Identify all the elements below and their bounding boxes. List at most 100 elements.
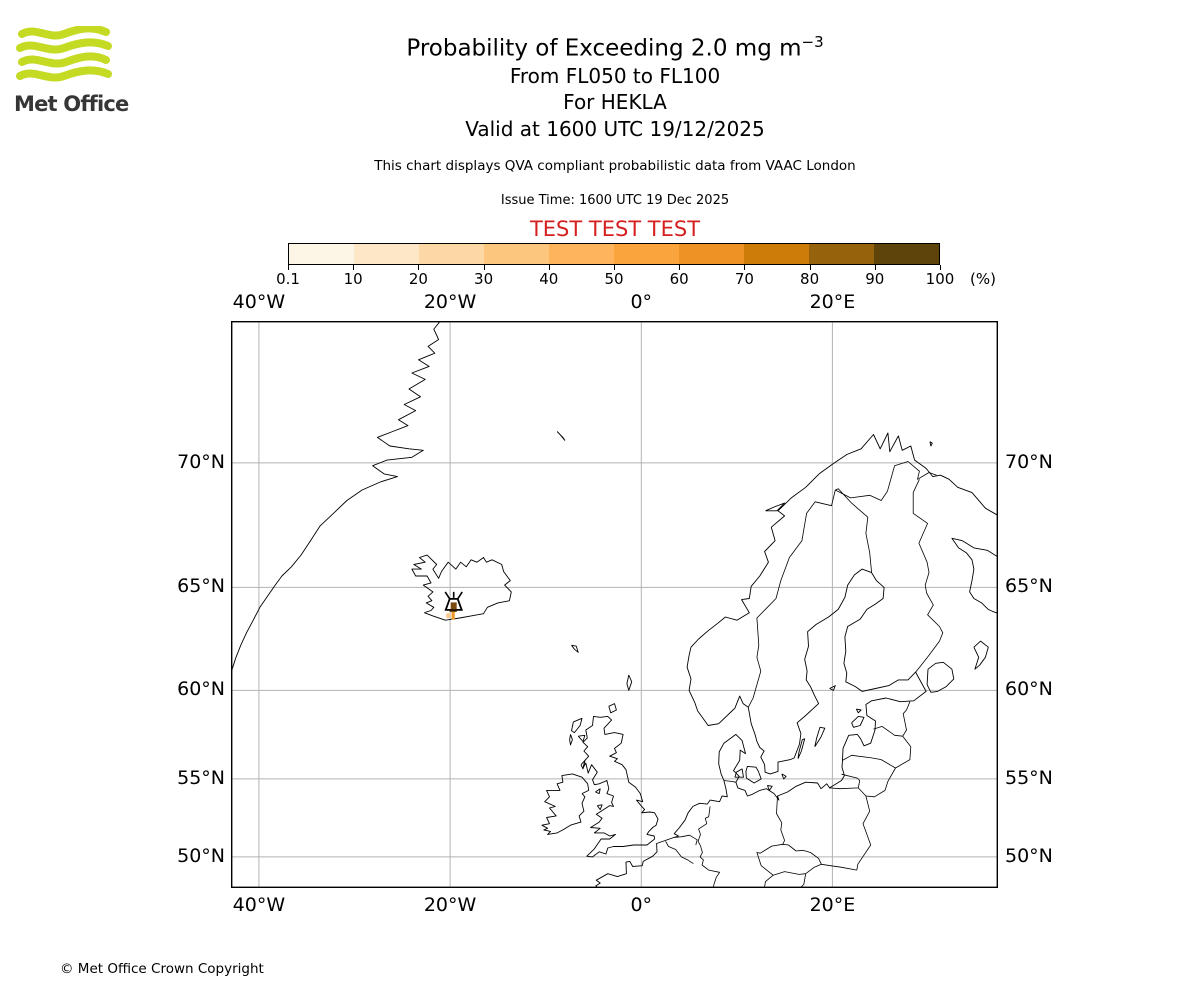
colorbar-segment: [809, 244, 874, 264]
border-latvia-russia: [895, 735, 912, 769]
border-belgium-germany-lux: [699, 845, 704, 866]
border-kaliningrad-poland: [829, 787, 859, 790]
graticule-gridlines: [231, 321, 998, 888]
colorbar-tick-labels: 0.1 10 20 30 40 50 60 70 80 90 100: [276, 270, 954, 288]
colorbar-tick-label: 90: [865, 270, 885, 288]
border-germany-austria: [764, 874, 774, 887]
colorbar-tick-label: 20: [408, 270, 428, 288]
colorbar-tick-label: 50: [604, 270, 624, 288]
border-poland-east: [856, 787, 872, 871]
test-banner: TEST TEST TEST: [529, 217, 701, 242]
border-latvia-lithuania: [842, 754, 896, 769]
logo-wordmark: Met Office: [14, 92, 129, 116]
volcano-marker-hekla: [444, 591, 463, 611]
border-germany-poland: [776, 795, 785, 845]
colorbar-segment: [874, 244, 939, 264]
probability-map: [231, 321, 998, 888]
colorbar-segment: [484, 244, 549, 264]
border-belgium-france: [665, 841, 694, 864]
colorbar-segment: [549, 244, 614, 264]
coastline-iceland: [411, 554, 512, 621]
coastline-jan-mayen: [556, 431, 566, 441]
colorbar-tick: [874, 265, 876, 270]
coastline-shetland: [626, 674, 633, 691]
colorbar-tick: [548, 265, 550, 270]
coastline-mainland-europe: [595, 432, 998, 888]
border-sweden-finland: [835, 488, 872, 573]
lat-label-left: 70°N: [177, 450, 225, 473]
border-lithuania-belarus: [865, 767, 896, 798]
colorbar-tick: [679, 265, 681, 270]
coastline-skye: [577, 734, 586, 742]
coastline-vardo: [929, 441, 933, 447]
map-frame: [231, 321, 998, 888]
colorbar-tick: [744, 265, 746, 270]
coastline-zealand: [745, 765, 762, 784]
border-norway-sweden: [747, 489, 836, 708]
colorbar-segment: [679, 244, 744, 264]
ash-probability-cell: [451, 612, 455, 620]
volcano-icon: [444, 591, 463, 600]
lon-label-top: 0°: [630, 291, 653, 313]
coastline-lake-onega: [973, 640, 989, 670]
lat-label-right: 50°N: [1005, 844, 1053, 867]
coastline-greenland: [231, 321, 441, 678]
colorbar-tick-label: 100: [925, 270, 955, 288]
border-poland-slovakia: [821, 863, 857, 871]
coastline-faroes: [571, 644, 579, 653]
colorbar-segment: [354, 244, 419, 264]
colorbar-tick-label: 80: [800, 270, 820, 288]
coastline-hiiumaa: [855, 708, 862, 714]
colorbar-tick: [483, 265, 485, 270]
colorbar-tick: [418, 265, 420, 270]
header-block: Probability of Exceeding 2.0 mg m−3 From…: [30, 0, 1200, 241]
colorbar-tick: [940, 265, 941, 270]
coastline-lewis: [571, 717, 583, 734]
met-office-logo: Met Office: [14, 24, 129, 118]
colorbar-tick-label: 30: [474, 270, 494, 288]
lat-label-left: 50°N: [177, 844, 225, 867]
colorbar-ticks: [288, 265, 941, 270]
colorbar-tick-label: 60: [669, 270, 689, 288]
coastline-anglesey: [596, 804, 603, 811]
coastline-lake-ladoga: [926, 661, 955, 693]
lon-label-bottom: 40°W: [232, 894, 286, 916]
border-denmark-germany: [723, 780, 736, 783]
lat-label-right: 60°N: [1005, 678, 1053, 701]
lon-label-bottom: 20°E: [809, 894, 856, 916]
colorbar-segment: [614, 244, 679, 264]
colorbar-segment: [744, 244, 809, 264]
copyright-text: © Met Office Crown Copyright: [60, 961, 264, 977]
coastline-bornholm: [781, 773, 787, 780]
qva-description: This chart displays QVA compliant probab…: [374, 158, 856, 175]
lat-label-left: 60°N: [177, 678, 225, 701]
lat-label-left: 65°N: [177, 575, 225, 598]
lon-label-top: 40°W: [232, 291, 286, 313]
border-france-germany: [701, 864, 720, 888]
lon-label-bottom: 0°: [630, 894, 653, 916]
lon-label-bottom: 20°W: [423, 894, 477, 916]
coastline-oland: [797, 738, 806, 759]
border-netherlands-germany: [697, 806, 711, 846]
coastline-saaremaa: [851, 715, 865, 728]
coastline-aland: [829, 685, 836, 691]
colorbar-segment: [419, 244, 484, 264]
subtitle-volcano: For HEKLA: [563, 90, 667, 115]
colorbar-tick-label: 0.1: [276, 270, 300, 288]
coastline-great-britain: [582, 715, 659, 858]
border-belgium-netherlands: [674, 834, 698, 846]
coastline-isle-of-man: [595, 788, 601, 795]
coastline-rugen: [766, 785, 773, 791]
coastline-gotland: [814, 726, 826, 747]
colorbar-tick-label: 70: [734, 270, 754, 288]
border-czech-ring: [756, 843, 822, 876]
ash-probability-cell: [446, 613, 451, 618]
colorbar-tick-label: 40: [539, 270, 559, 288]
border-norway-finland-russia: [835, 461, 937, 501]
lon-label-top: 20°W: [423, 291, 477, 313]
subtitle-flight-levels: From FL050 to FL100: [509, 63, 721, 88]
issue-time: Issue Time: 1600 UTC 19 Dec 2025: [500, 193, 730, 209]
colorbar-tick: [353, 265, 355, 270]
coastline-ireland: [541, 773, 590, 835]
